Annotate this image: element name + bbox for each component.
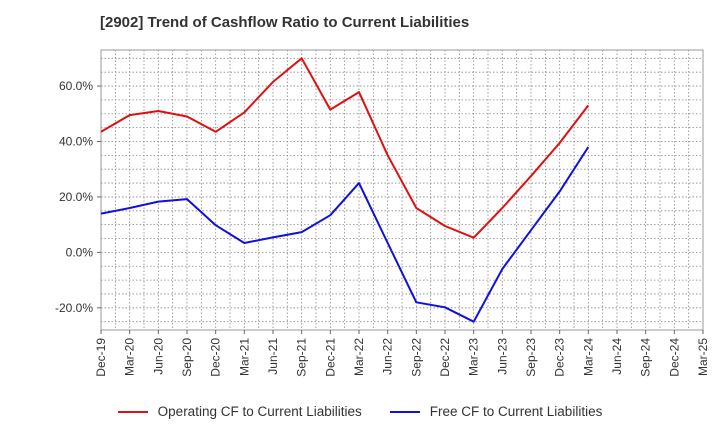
x-tick-label: Mar-23: [467, 338, 481, 376]
legend: Operating CF to Current Liabilities Free …: [0, 404, 720, 419]
x-tick-label: Dec-23: [553, 338, 567, 377]
x-tick-label: Jun-23: [495, 338, 509, 375]
axes: 60.0% 40.0% 20.0% 0.0% -20.0% Dec-19 Mar-20 Jun…: [55, 49, 710, 377]
y-tick-label: 0.0%: [66, 245, 94, 259]
chart-title: [2902] Trend of Cashflow Ratio to Curren…: [100, 14, 470, 31]
x-tick-label: Dec-21: [323, 338, 337, 377]
x-tick-label: Sep-24: [639, 338, 653, 377]
x-tick-label: Mar-25: [696, 338, 710, 376]
x-tick-label: Jun-22: [381, 338, 395, 375]
x-tick-label: Sep-23: [524, 338, 538, 377]
y-tick-label: 20.0%: [59, 190, 93, 204]
y-tick-label: 40.0%: [59, 134, 93, 148]
legend-label: Free CF to Current Liabilities: [429, 404, 603, 419]
legend-swatch: [117, 410, 148, 413]
legend-item-2: Free CF to Current Liabilities: [389, 404, 603, 419]
x-tick-label: Mar-21: [237, 338, 251, 376]
legend-label: Operating CF to Current Liabilities: [157, 404, 362, 419]
series-lines: [100, 57, 590, 323]
x-tick-label: Sep-21: [295, 338, 309, 377]
x-tick-label: Sep-20: [180, 338, 194, 377]
x-tick-label: Mar-20: [123, 338, 137, 376]
series-line-2: [100, 146, 590, 323]
x-tick-label: Sep-22: [409, 338, 423, 377]
plot-border: [100, 49, 704, 331]
x-tick-label: Jun-24: [610, 338, 624, 375]
x-tick-label: Jun-20: [151, 338, 165, 375]
x-tick-label: Dec-24: [667, 338, 681, 377]
x-tick-label: Mar-24: [581, 338, 595, 376]
x-tick-label: Dec-20: [209, 338, 223, 377]
x-tick-label: Mar-22: [352, 338, 366, 376]
series-line-1: [100, 57, 590, 239]
y-tick-label: -20.0%: [55, 301, 93, 315]
y-tick-label: 60.0%: [59, 79, 93, 93]
legend-item-1: Operating CF to Current Liabilities: [117, 404, 362, 419]
x-tick-label: Jun-21: [266, 338, 280, 375]
x-tick-label: Dec-22: [438, 338, 452, 377]
x-tick-label: Dec-19: [94, 338, 108, 377]
legend-swatch: [389, 410, 420, 413]
grid: [101, 50, 703, 330]
